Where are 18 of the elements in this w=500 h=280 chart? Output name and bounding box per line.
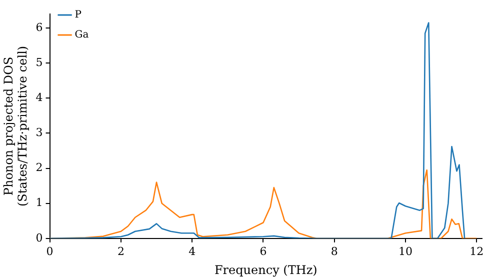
x-tick-label: 6 — [260, 244, 267, 258]
x-tick-label: 10 — [398, 244, 413, 258]
x-tick-label: 2 — [117, 244, 124, 258]
x-tick-label: 4 — [188, 244, 196, 258]
y-tick-label: 0 — [36, 231, 43, 244]
y-tick-label: 1 — [36, 196, 43, 210]
y-tick-label: 6 — [36, 20, 43, 34]
x-tick-label: 8 — [330, 244, 338, 258]
x-tick-label: 12 — [470, 244, 484, 258]
legend-label: Ga — [74, 30, 89, 41]
y-tick-label: 4 — [36, 91, 43, 104]
x-axis-title: Frequency (THz) — [214, 262, 318, 277]
y-axis-title: Phonon projected DOS (States/THz·primitive cell) — [1, 46, 30, 207]
y-tick-label: 3 — [36, 126, 43, 140]
x-tick-label: 0 — [46, 244, 54, 258]
legend-label: P — [74, 10, 82, 21]
y-tick-label: 2 — [36, 161, 43, 174]
y-tick-label: 5 — [36, 56, 43, 69]
